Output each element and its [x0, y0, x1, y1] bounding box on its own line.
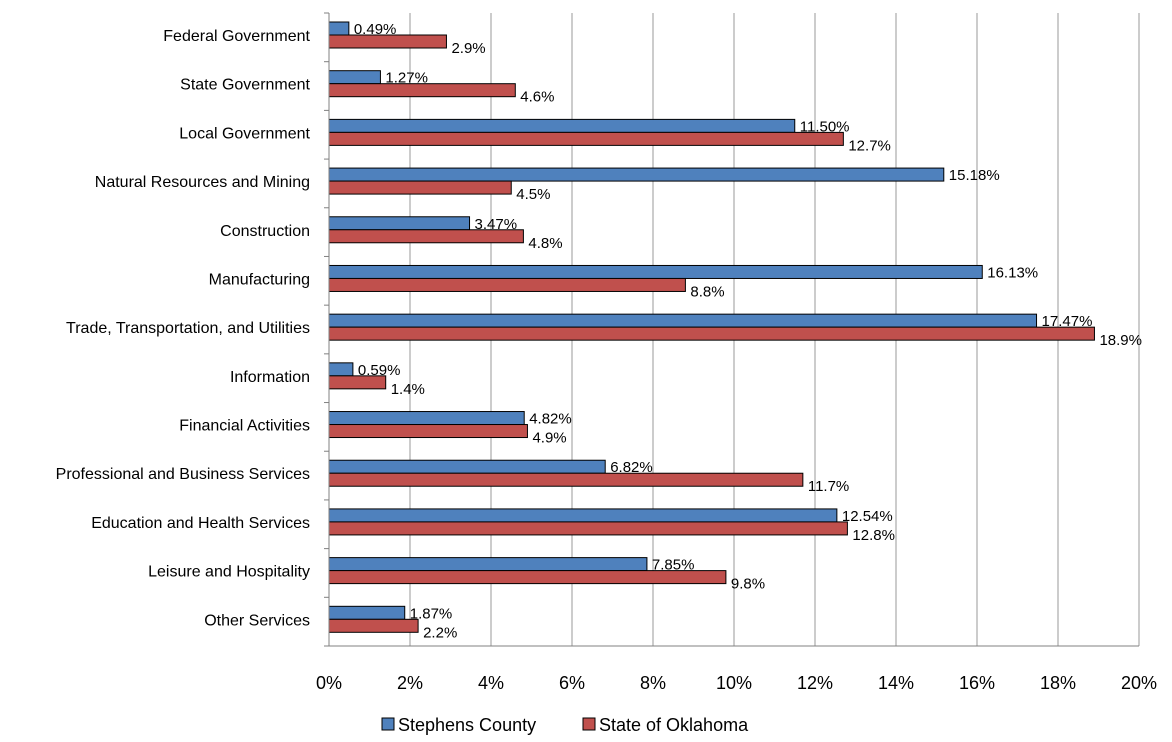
data-label: 15.18% — [949, 167, 1000, 184]
category-label: Leisure and Hospitality — [148, 564, 310, 581]
data-label: 17.47% — [1042, 313, 1093, 330]
category-label: Local Government — [179, 125, 310, 142]
legend: Stephens County State of Oklahoma — [381, 715, 749, 735]
bar-stephens-county — [328, 605, 406, 620]
bar-state-of-oklahoma — [328, 472, 804, 487]
bar-state-of-oklahoma — [328, 180, 512, 195]
axes — [324, 12, 1139, 647]
legend-swatch-stephens-county — [381, 717, 395, 731]
category-label: Manufacturing — [209, 271, 310, 288]
bar-stephens-county — [328, 508, 838, 523]
data-label: 8.8% — [690, 283, 724, 300]
bar-state-of-oklahoma — [328, 131, 844, 146]
bar-stephens-county — [328, 21, 350, 36]
data-label: 4.8% — [528, 235, 562, 252]
category-label: Other Services — [204, 612, 310, 629]
bar-stephens-county — [328, 459, 606, 474]
legend-label: State of Oklahoma — [599, 715, 749, 735]
category-label: Financial Activities — [179, 418, 310, 435]
data-label: 1.4% — [391, 381, 425, 398]
legend-label: Stephens County — [398, 715, 536, 735]
data-label: 7.85% — [652, 557, 695, 574]
bar-stephens-county — [328, 167, 945, 182]
data-label: 0.49% — [354, 21, 397, 38]
data-label: 6.82% — [610, 459, 653, 476]
data-label: 2.2% — [423, 624, 457, 641]
labels: 0% 2% 4% 6% 8% 10% 12% 14% 16% 18% 20% Federal Gove… — [56, 21, 1157, 693]
bar-stephens-county — [328, 70, 381, 85]
x-tick-label: 20% — [1121, 673, 1157, 693]
bar-stephens-county — [328, 313, 1038, 328]
x-tick-label: 10% — [716, 673, 752, 693]
bar-stephens-county — [328, 411, 525, 426]
data-label: 3.47% — [475, 216, 518, 233]
data-label: 4.5% — [516, 186, 550, 203]
data-label: 16.13% — [987, 264, 1038, 281]
bar-stephens-county — [328, 216, 471, 231]
category-label: Trade, Transportation, and Utilities — [66, 320, 310, 337]
bars — [328, 21, 1095, 633]
x-tick-label: 8% — [640, 673, 666, 693]
data-label: 1.87% — [410, 605, 453, 622]
data-label: 2.9% — [451, 40, 485, 57]
x-tick-label: 16% — [959, 673, 995, 693]
data-label: 11.7% — [808, 478, 849, 495]
bar-state-of-oklahoma — [328, 618, 419, 633]
data-label: 9.8% — [731, 576, 765, 593]
x-tick-label: 18% — [1040, 673, 1076, 693]
x-tick-label: 4% — [478, 673, 504, 693]
category-label: Construction — [220, 223, 310, 240]
data-label: 4.6% — [520, 89, 554, 106]
bar-stephens-county — [328, 264, 983, 279]
x-tick-label: 2% — [397, 673, 423, 693]
bar-stephens-county — [328, 118, 796, 133]
bar-state-of-oklahoma — [328, 521, 848, 536]
category-label: State Government — [180, 77, 310, 94]
x-tick-label: 6% — [559, 673, 585, 693]
x-tick-label: 12% — [797, 673, 833, 693]
x-tick-label: 14% — [878, 673, 914, 693]
data-label: 12.54% — [842, 508, 893, 525]
data-label: 18.9% — [1099, 332, 1142, 349]
legend-swatch-state-of-oklahoma — [582, 717, 596, 731]
data-label: 11.50% — [800, 118, 850, 135]
category-label: Education and Health Services — [91, 515, 310, 532]
data-label: 1.27% — [385, 70, 428, 87]
data-label: 12.7% — [848, 137, 891, 154]
category-label: Federal Government — [163, 28, 310, 45]
data-label: 4.82% — [529, 411, 572, 428]
category-label: Professional and Business Services — [56, 466, 310, 483]
bar-state-of-oklahoma — [328, 326, 1095, 341]
bar-state-of-oklahoma — [328, 277, 686, 292]
data-label: 0.59% — [358, 362, 401, 379]
bar-stephens-county — [328, 362, 354, 377]
data-label: 12.8% — [852, 527, 895, 544]
bar-state-of-oklahoma — [328, 424, 528, 439]
bar-stephens-county — [328, 557, 648, 572]
data-label: 4.9% — [532, 430, 566, 447]
category-label: Natural Resources and Mining — [95, 174, 310, 191]
category-label: Information — [230, 369, 310, 386]
x-tick-label: 0% — [316, 673, 342, 693]
